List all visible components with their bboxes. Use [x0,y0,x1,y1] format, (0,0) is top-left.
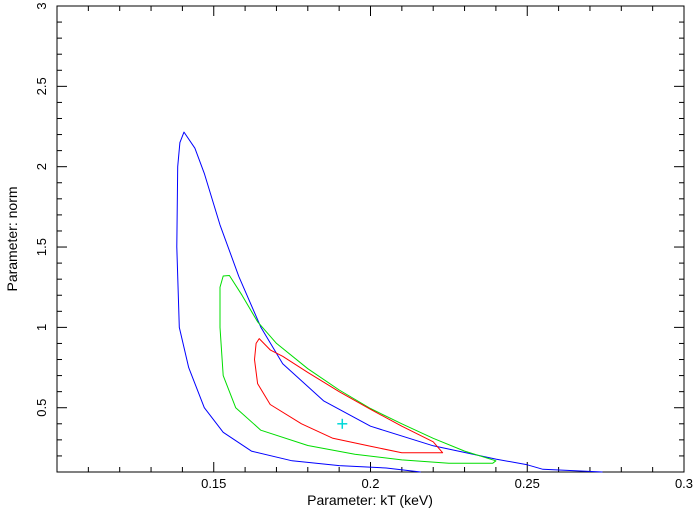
outer-contour [176,131,603,473]
inner-contour [254,338,444,454]
plot-frame [56,5,685,473]
y-tick-label: 2.5 [34,77,49,95]
x-tick-label: 0.3 [675,476,693,491]
best-fit-marker [337,418,348,429]
y-tick-label: 3 [34,2,49,9]
y-tick-label: 1.5 [34,238,49,256]
y-tick-label: 0.5 [34,399,49,417]
x-tick-label: 0.2 [361,476,379,491]
y-tick-label: 1 [34,324,49,331]
x-axis-title: Parameter: kT (keV) [307,492,433,508]
axis-ticks [56,5,685,473]
y-axis-title: Parameter: norm [4,186,20,291]
x-tick-label: 0.25 [515,476,540,491]
x-tick-label: 0.15 [201,476,226,491]
contour-lines [176,131,603,473]
tick-labels: 0.15 0.2 0.25 0.3 0.5 1 1.5 2 2.5 3 [34,2,693,491]
middle-contour [219,275,497,464]
y-tick-label: 2 [34,163,49,170]
